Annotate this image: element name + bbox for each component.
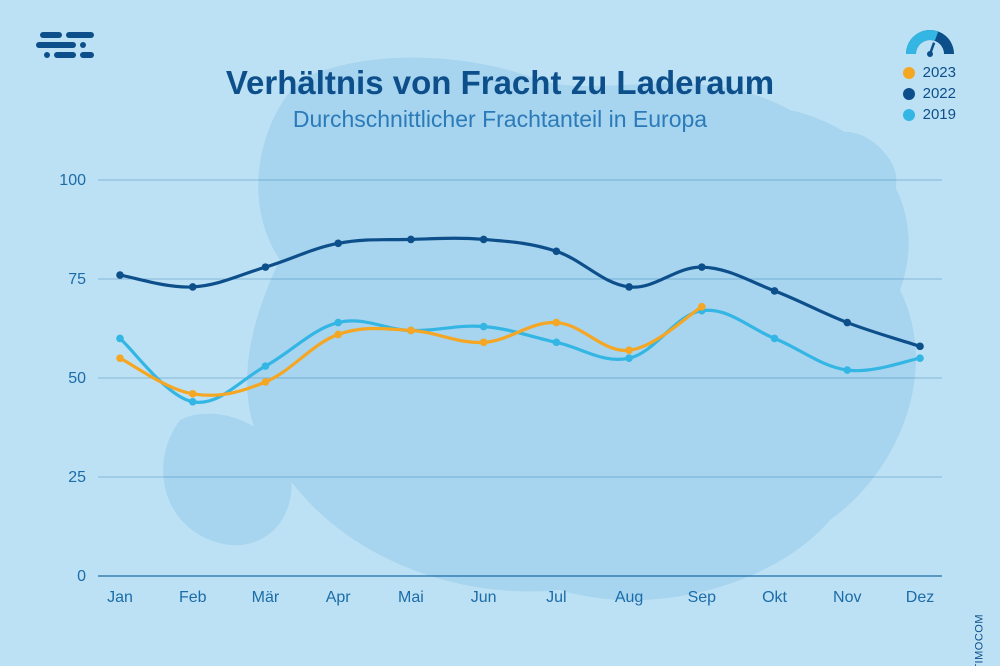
line-chart: 0 25 50 75 100 Jan Feb Mär Apr Mai Jun Jul Aug Sep Okt… [48, 170, 952, 616]
svg-text:Apr: Apr [326, 589, 352, 606]
svg-text:Dez: Dez [906, 589, 934, 606]
svg-text:100: 100 [59, 172, 86, 189]
gauge-icon [904, 28, 956, 58]
svg-text:75: 75 [68, 271, 86, 288]
svg-text:Okt: Okt [762, 589, 787, 606]
svg-text:Mai: Mai [398, 589, 424, 606]
svg-text:0: 0 [77, 568, 86, 585]
svg-text:50: 50 [68, 370, 86, 387]
svg-text:25: 25 [68, 469, 86, 486]
svg-text:Jan: Jan [107, 589, 133, 606]
svg-text:Aug: Aug [615, 589, 643, 606]
svg-text:Feb: Feb [179, 589, 207, 606]
svg-text:Nov: Nov [833, 589, 861, 606]
chart-subtitle: Durchschnittlicher Frachtanteil in Europ… [0, 106, 1000, 133]
svg-text:Sep: Sep [688, 589, 717, 606]
svg-text:Jul: Jul [546, 589, 566, 606]
chart-title: Verhältnis von Fracht zu Laderaum [0, 64, 1000, 102]
copyright-label: © TIMOCOM [974, 614, 986, 666]
svg-text:Mär: Mär [252, 589, 280, 606]
brand-logo [36, 30, 100, 60]
svg-text:Jun: Jun [471, 589, 497, 606]
